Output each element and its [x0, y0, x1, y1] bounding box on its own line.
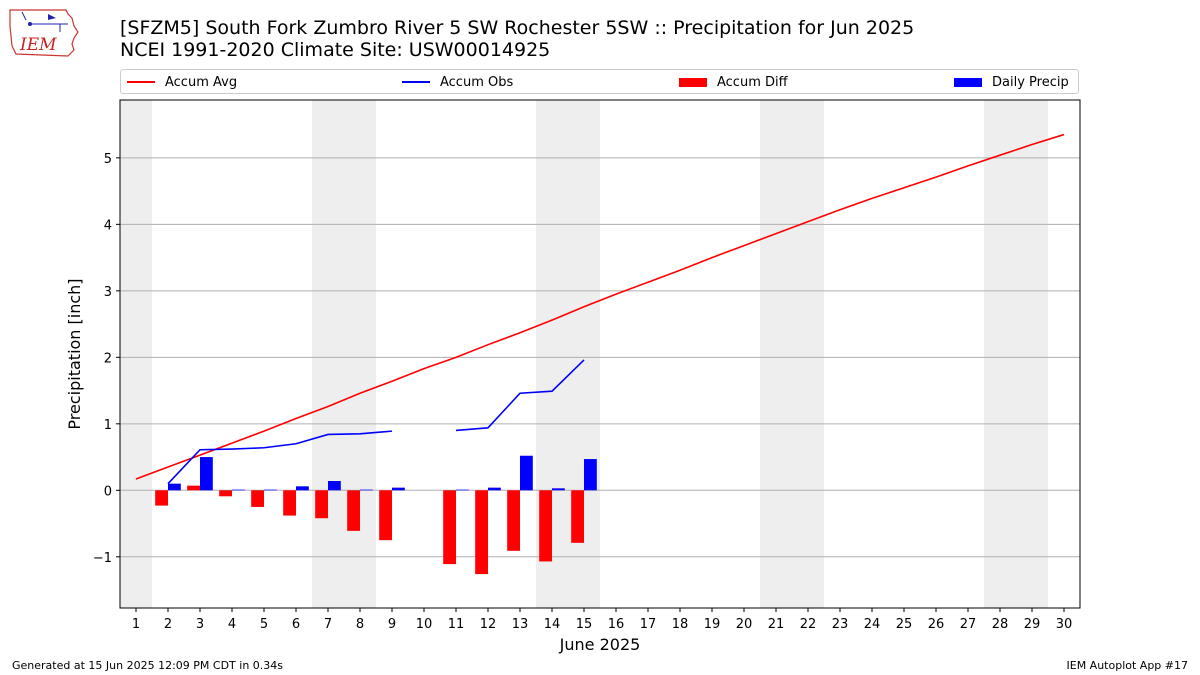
daily-precip-bar	[456, 489, 469, 491]
daily-precip-bar	[520, 455, 533, 491]
weekend-band	[760, 100, 824, 608]
daily-precip-bar	[360, 489, 373, 491]
daily-precip-bar	[328, 481, 341, 491]
x-tick-label: 12	[480, 617, 497, 632]
accum-avg-line	[135, 133, 1065, 480]
x-tick-label: 27	[960, 617, 977, 632]
accum-diff-bar	[443, 490, 456, 565]
legend-item-accum-avg: Accum Avg	[127, 73, 237, 91]
y-tick-label: 3	[104, 285, 112, 300]
daily-precip-bar	[296, 486, 309, 491]
chart-title: [SFZM5] South Fork Zumbro River 5 SW Roc…	[120, 17, 914, 61]
daily-precip-bar	[392, 487, 405, 491]
x-tick-label: 7	[324, 617, 332, 632]
x-tick-label: 29	[1024, 617, 1041, 632]
x-tick-label: 2	[164, 617, 172, 632]
daily-precip-bar	[200, 457, 213, 491]
x-tick-label: 21	[768, 617, 785, 632]
x-tick-label: 11	[448, 617, 465, 632]
accum-diff-bar	[475, 490, 488, 575]
legend-item-accum-obs: Accum Obs	[402, 73, 513, 91]
daily-precip-bar	[584, 459, 597, 491]
iem-logo: IEM	[9, 9, 79, 57]
daily-precip-bar	[232, 489, 245, 491]
x-tick-label: 16	[608, 617, 625, 632]
y-tick-label: 5	[104, 152, 112, 167]
daily-precip-bar	[488, 487, 501, 491]
x-tick-label: 13	[512, 617, 529, 632]
x-tick-label: 9	[388, 617, 396, 632]
accum-diff-bar	[283, 490, 296, 516]
y-tick-label: 4	[104, 218, 112, 233]
x-tick-label: 8	[356, 617, 364, 632]
x-tick-label: 20	[736, 617, 753, 632]
app-credit: IEM Autoplot App #17	[1066, 659, 1189, 672]
x-tick-label: 19	[704, 617, 721, 632]
y-tick-label: 0	[104, 484, 112, 499]
x-tick-label: 4	[228, 617, 236, 632]
legend: Accum Avg Accum Obs Accum Diff Daily Pre…	[120, 69, 1079, 94]
logo-text: IEM	[19, 35, 57, 55]
weekend-band	[312, 100, 376, 608]
y-tick-label: 2	[104, 351, 112, 366]
x-tick-label: 22	[800, 617, 817, 632]
legend-label: Accum Diff	[717, 74, 788, 90]
accum-diff-bar	[251, 490, 264, 507]
legend-item-daily-precip: Daily Precip	[954, 73, 1069, 91]
x-tick-label: 24	[864, 617, 881, 632]
weekend-band	[120, 100, 152, 608]
legend-label: Accum Obs	[440, 74, 514, 90]
x-tick-label: 6	[292, 617, 300, 632]
accum-diff-bar	[507, 490, 520, 551]
accum-diff-bar	[571, 490, 584, 543]
x-tick-label: 30	[1056, 617, 1073, 632]
accum-diff-bar	[219, 490, 232, 497]
x-tick-label: 14	[544, 617, 561, 632]
legend-label: Accum Avg	[165, 74, 238, 90]
accum-diff-bar	[155, 490, 168, 506]
x-tick-label: 15	[576, 617, 593, 632]
accum-diff-bar	[379, 490, 392, 541]
x-tick-label: 5	[260, 617, 268, 632]
accum-obs-line	[455, 359, 585, 432]
weekend-band	[984, 100, 1048, 608]
x-tick-label: 23	[832, 617, 849, 632]
x-tick-label: 28	[992, 617, 1009, 632]
title-line-2: NCEI 1991-2020 Climate Site: USW00014925	[120, 39, 551, 61]
legend-label: Daily Precip	[992, 74, 1069, 90]
legend-item-accum-diff: Accum Diff	[679, 73, 788, 91]
x-axis-label: June 2025	[559, 635, 641, 654]
y-tick-label: −1	[93, 551, 112, 566]
x-tick-label: 3	[196, 617, 204, 632]
x-tick-label: 26	[928, 617, 945, 632]
accum-diff-bar	[347, 490, 360, 531]
daily-precip-bar	[552, 488, 565, 491]
x-tick-label: 17	[640, 617, 657, 632]
y-axis-label: Precipitation [inch]	[65, 278, 84, 429]
x-tick-label: 10	[416, 617, 433, 632]
accum-diff-bar	[539, 490, 552, 562]
daily-precip-bar	[168, 483, 181, 491]
y-tick-label: 1	[104, 418, 112, 433]
iowa-outline	[9, 9, 79, 57]
title-line-1: [SFZM5] South Fork Zumbro River 5 SW Roc…	[120, 17, 915, 39]
accum-diff-bar	[315, 490, 328, 519]
legend-swatch-diff	[679, 77, 707, 87]
accum-obs-line	[167, 430, 393, 485]
legend-swatch-avg	[127, 81, 155, 83]
legend-swatch-obs	[402, 81, 430, 83]
plot-frame	[119, 99, 1081, 609]
x-tick-label: 18	[672, 617, 689, 632]
daily-precip-bar	[264, 489, 277, 491]
legend-swatch-daily	[954, 77, 982, 87]
generated-timestamp: Generated at 15 Jun 2025 12:09 PM CDT in…	[12, 659, 284, 672]
x-tick-label: 25	[896, 617, 913, 632]
accum-diff-bar	[187, 485, 200, 491]
x-tick-label: 1	[132, 617, 140, 632]
